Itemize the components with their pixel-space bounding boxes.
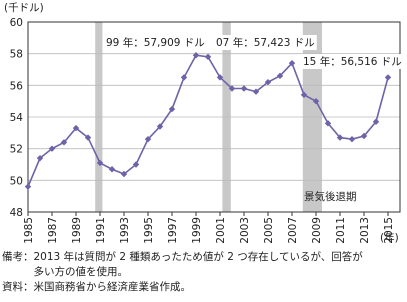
marker xyxy=(300,91,308,99)
marker xyxy=(264,78,272,86)
marker xyxy=(312,97,320,105)
marker xyxy=(96,159,104,167)
plot-frame xyxy=(27,21,401,213)
marker xyxy=(240,85,248,92)
x-tick-label: 2015 xyxy=(383,217,395,244)
marker xyxy=(168,105,176,113)
annotation-box xyxy=(214,35,317,50)
marker xyxy=(36,154,44,162)
marker xyxy=(60,139,68,146)
marker xyxy=(348,135,356,143)
annotation: 07 年：57,423 ドル xyxy=(216,36,315,49)
note: 多い方の値を使用。 xyxy=(2,265,128,278)
marker xyxy=(228,85,236,92)
x-unit-label: (年) xyxy=(380,231,399,244)
x-tick-label: 1985 xyxy=(23,217,35,244)
marker xyxy=(72,124,80,132)
x-tick-label: 2011 xyxy=(335,217,347,244)
note: 備考：2013 年は質問が 2 種類あったため値が 2 つ存在しているが、回答が xyxy=(2,250,363,263)
marker xyxy=(132,161,140,168)
annotation-box xyxy=(301,54,404,69)
marker xyxy=(24,183,32,190)
x-tick-label: 1989 xyxy=(71,217,83,244)
y-tick-label: 50 xyxy=(10,175,23,187)
note: 資料：米国商務省から経済産業省作成。 xyxy=(2,280,191,293)
marker xyxy=(120,170,128,178)
y-tick-label: 60 xyxy=(10,17,23,29)
y-tick-label: 58 xyxy=(10,49,23,61)
y-unit-label: (千ドル) xyxy=(4,2,44,14)
marker xyxy=(276,72,284,80)
y-tick-label: 56 xyxy=(10,80,24,92)
x-tick-label: 1995 xyxy=(143,217,155,244)
marker xyxy=(144,135,152,143)
marker xyxy=(84,134,92,141)
x-tick-label: 1997 xyxy=(167,217,179,244)
y-tick-label: 48 xyxy=(10,207,23,219)
marker xyxy=(252,88,260,95)
x-tick-label: 1999 xyxy=(191,217,203,244)
marker xyxy=(372,118,380,125)
marker xyxy=(336,134,344,141)
x-tick-label: 2007 xyxy=(287,217,299,244)
x-tick-label: 1993 xyxy=(119,217,131,244)
marker xyxy=(48,145,56,152)
x-tick-label: 2005 xyxy=(263,217,275,244)
x-tick-label: 2003 xyxy=(239,217,251,244)
x-tick-label: 1987 xyxy=(47,217,59,244)
annotation: 15 年：56,516 ドル xyxy=(303,55,402,68)
marker xyxy=(288,59,296,67)
marker xyxy=(204,53,212,61)
recession-label: 景気後退期 xyxy=(304,190,357,203)
y-tick-label: 52 xyxy=(10,144,23,156)
x-tick-label: 2001 xyxy=(215,217,227,244)
annotation: 99 年：57,909 ドル xyxy=(106,36,205,49)
marker xyxy=(156,123,164,130)
marker xyxy=(384,74,392,81)
marker xyxy=(108,166,116,173)
marker xyxy=(216,74,224,81)
x-tick-label: 2013 xyxy=(359,217,371,244)
marker xyxy=(360,132,368,140)
y-tick-label: 54 xyxy=(10,112,24,124)
x-tick-label: 2009 xyxy=(311,217,323,244)
x-tick-label: 1991 xyxy=(95,217,107,244)
marker xyxy=(324,120,332,127)
marker xyxy=(192,52,200,59)
annotation-box xyxy=(104,35,207,50)
marker xyxy=(180,74,188,81)
